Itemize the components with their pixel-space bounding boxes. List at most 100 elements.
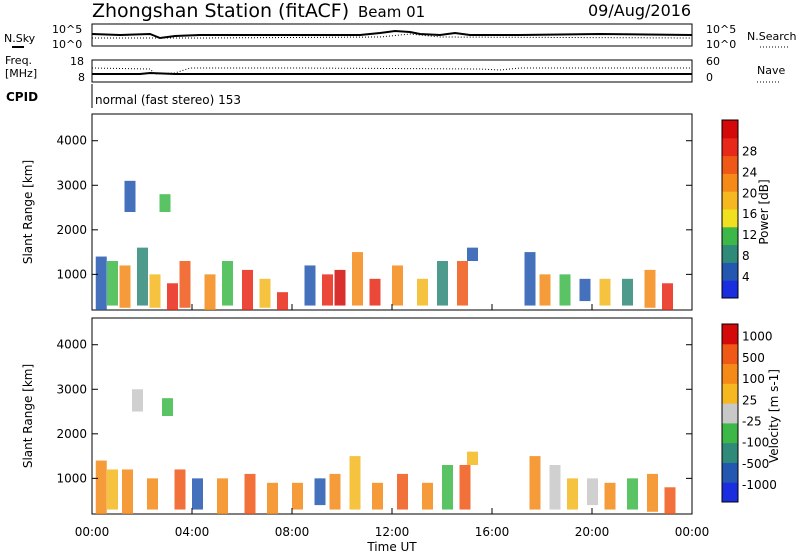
power-cell-6 [159, 194, 171, 212]
colorbar-segment-4 [722, 403, 738, 424]
power-cell-18 [369, 278, 381, 306]
y-tick-label-2: 3000 [56, 382, 87, 396]
colorbar-segment-8 [722, 137, 738, 157]
power-cell-22 [457, 261, 468, 306]
colorbar-tick-4: -25 [742, 414, 762, 428]
colorbar-tick-5: 24 [742, 165, 757, 179]
noise-sky-line [91, 29, 693, 40]
y-tick-label-1: 2000 [56, 427, 87, 441]
y-tick-label-2: 3000 [56, 178, 87, 192]
velocity-cell-2 [122, 469, 133, 514]
velocity-panel: 1000 2000 3000 4000 Slant Range [km] 1000 50… [21, 304, 781, 554]
colorbar-segment-6 [722, 363, 738, 384]
power-cell-21 [437, 261, 448, 306]
velocity-cell-1 [107, 469, 118, 510]
y-tick-label-0: 1000 [56, 471, 87, 485]
colorbar-segment-3 [722, 422, 738, 444]
cpid-program: normal (fast stereo) 153 [95, 93, 241, 107]
velocity-colorbar: 1000 500 100 25 -25 -100 -500 -1000 [721, 323, 777, 503]
power-colorbar: 4 8 12 16 20 24 28 [721, 119, 757, 299]
noise-left-tick-low: 10^0 [52, 38, 82, 51]
freq-line [92, 71, 692, 75]
velocity-cell-20 [467, 451, 478, 465]
colorbar-segment-0 [722, 280, 738, 299]
noise-search-label: N.Search [747, 30, 797, 43]
colorbar-tick-4: 20 [742, 186, 757, 200]
power-cell-2 [119, 265, 131, 308]
power-panel: 1000 2000 3000 4000 Slant Range [km] 4 8 12 16… [21, 113, 771, 311]
colorbar-tick-0: 4 [742, 270, 750, 284]
colorbar-tick-5: -100 [742, 436, 769, 450]
colorbar-tick-1: 500 [742, 351, 765, 365]
power-cell-19 [392, 265, 403, 306]
colorbar-segment-7 [722, 155, 738, 174]
velocity-y-axis: 1000 2000 3000 4000 [56, 338, 692, 485]
power-cell-31 [662, 283, 673, 310]
velocity-cell-14 [349, 456, 361, 510]
velocity-colorbar-label: Velocity [m s-1] [767, 369, 781, 463]
velocity-cell-26 [627, 478, 638, 510]
nave-right-tick-high: 60 [706, 55, 720, 68]
date-label: 09/Aug/2016 [588, 1, 692, 20]
y-tick-label-0: 1000 [56, 267, 87, 281]
power-cell-10 [222, 261, 233, 306]
nave-right-tick-low: 0 [706, 71, 713, 84]
power-cell-29 [622, 278, 633, 306]
velocity-cell-13 [329, 473, 341, 510]
noise-right-tick-low: 10^0 [706, 38, 736, 51]
colorbar-segment-8 [722, 324, 738, 345]
freq-label-line1: Freq. [5, 54, 32, 67]
velocity-cell-25 [604, 482, 616, 510]
x-tick-label-0: 00:00 [75, 525, 110, 539]
freq-left-tick-high: 18 [70, 55, 84, 68]
velocity-cell-11 [292, 482, 303, 510]
x-tick-label-5: 20:00 [575, 525, 610, 539]
time-axis: 00:00 04:00 08:00 12:00 16:00 20:00 00:00 [75, 304, 709, 539]
power-cells [95, 180, 673, 310]
velocity-cell-23 [567, 478, 578, 510]
power-cell-13 [277, 292, 288, 310]
velocity-cell-10 [267, 482, 278, 514]
velocity-cell-24 [587, 478, 598, 506]
colorbar-tick-2: 100 [742, 372, 765, 386]
freq-label-line2: [MHz] [5, 67, 37, 80]
velocity-cells [95, 389, 676, 514]
colorbar-segment-3 [722, 226, 738, 246]
noise-left-tick-high: 10^5 [52, 23, 82, 36]
velocity-cell-12 [314, 478, 326, 506]
power-cell-7 [167, 283, 178, 310]
y-tick-label-3: 4000 [56, 338, 87, 352]
velocity-cell-5 [162, 398, 173, 416]
station-title: Zhongshan Station (fitACF) [92, 0, 350, 22]
power-cell-25 [539, 274, 551, 306]
colorbar-segment-7 [722, 343, 738, 365]
power-cell-27 [579, 278, 591, 302]
velocity-cell-17 [422, 482, 433, 510]
velocity-cell-4 [147, 478, 158, 510]
power-cell-20 [417, 278, 428, 306]
power-cell-23 [467, 247, 478, 261]
colorbar-segment-4 [722, 209, 738, 228]
power-cell-24 [524, 252, 536, 306]
cpid-panel: CPID normal (fast stereo) 153 [6, 84, 241, 108]
power-cell-0 [95, 256, 107, 310]
power-cell-28 [599, 278, 611, 306]
colorbar-segment-6 [722, 173, 738, 192]
colorbar-segment-2 [722, 244, 738, 263]
x-tick-label-4: 16:00 [475, 525, 510, 539]
velocity-cell-0 [95, 460, 107, 514]
colorbar-segment-1 [722, 462, 738, 483]
velocity-cell-18 [442, 465, 453, 510]
colorbar-tick-6: 28 [742, 144, 757, 158]
power-cell-15 [322, 274, 333, 306]
time-axis-label: Time UT [366, 540, 417, 554]
colorbar-segment-9 [722, 120, 738, 139]
velocity-cell-9 [244, 473, 256, 514]
velocity-cell-27 [647, 473, 658, 512]
noise-panel: N.Sky 10^5 10^0 10^5 10^0 N.Search [4, 23, 797, 51]
velocity-cell-3 [132, 389, 143, 412]
colorbar-segment-0 [722, 482, 738, 503]
colorbar-frame [721, 119, 739, 299]
noise-sky-label: N.Sky [4, 32, 36, 45]
velocity-cell-15 [372, 482, 383, 510]
